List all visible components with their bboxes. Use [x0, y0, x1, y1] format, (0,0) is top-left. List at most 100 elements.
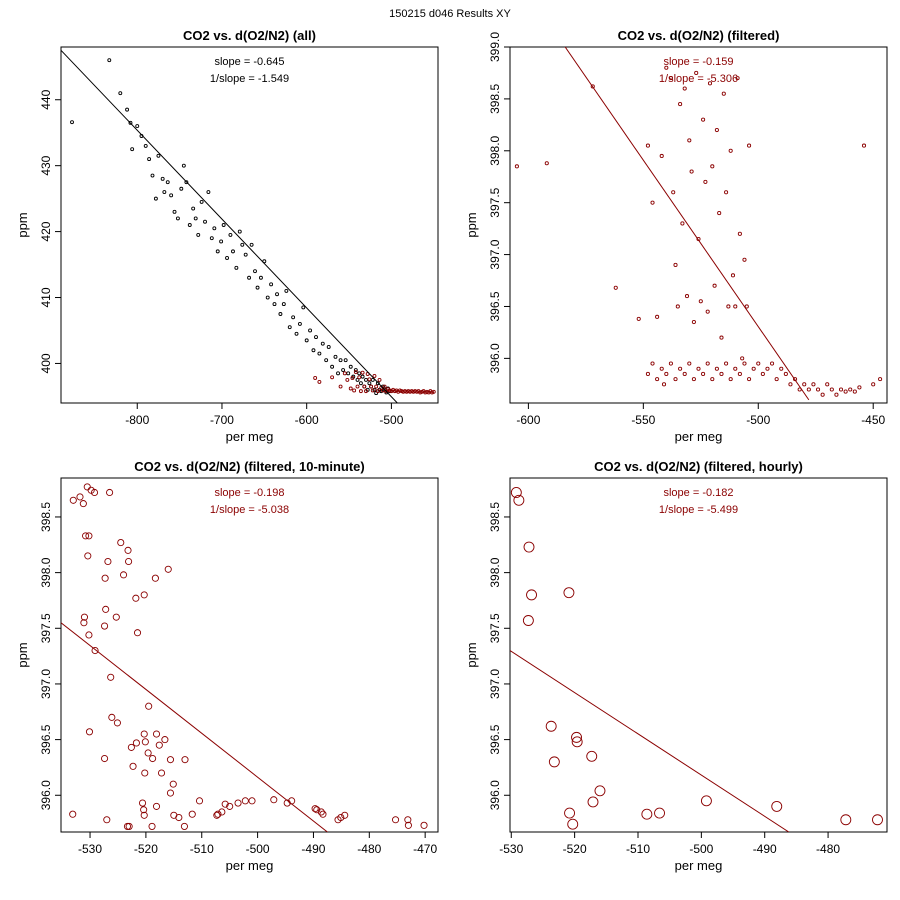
data-point: [338, 384, 343, 389]
data-point: [85, 532, 93, 540]
data-point: [671, 190, 676, 195]
data-point: [707, 81, 713, 86]
data-point: [747, 377, 752, 382]
data-point: [691, 377, 696, 382]
chart-panel-hourly: CO2 vs. d(O2/N2) (filtered, hourly) -530 -…: [464, 459, 888, 873]
data-point: [240, 242, 245, 247]
data-point: [108, 713, 116, 721]
y-tick-label: 398.0: [488, 135, 502, 165]
y-tick-label: 397.0: [39, 669, 53, 699]
data-point: [90, 488, 99, 497]
slope-annotation: slope = -0.159: [663, 56, 733, 68]
data-point: [107, 58, 112, 63]
data-point: [668, 361, 673, 366]
y-tick-label: 398.5: [488, 502, 502, 532]
y-tick-label: 400: [39, 353, 53, 373]
data-point: [788, 382, 793, 387]
x-tick-label: -550: [631, 413, 655, 427]
data-point: [101, 574, 109, 582]
data-point: [843, 389, 848, 394]
data-point: [209, 236, 214, 241]
x-tick-label: -510: [626, 842, 650, 856]
chart-title: CO2 vs. d(O2/N2) (all): [183, 28, 316, 43]
data-point: [129, 762, 137, 770]
data-point: [673, 262, 678, 268]
data-point: [691, 319, 696, 325]
y-axis-label: ppm: [15, 642, 30, 667]
data-point: [733, 366, 738, 371]
data-point: [320, 341, 325, 346]
data-point: [367, 381, 372, 386]
x-tick-label: -500: [379, 413, 403, 427]
data-point: [203, 219, 207, 224]
data-point: [694, 70, 699, 75]
data-point: [735, 76, 740, 81]
data-point: [311, 348, 316, 353]
data-point: [148, 822, 156, 830]
data-point: [364, 377, 368, 382]
data-point: [689, 169, 694, 174]
data-point: [544, 161, 549, 166]
data-point: [79, 500, 87, 508]
data-point: [166, 789, 175, 797]
data-point: [728, 377, 733, 382]
data-point: [272, 302, 277, 307]
fit-line: [510, 650, 790, 832]
data-point: [724, 361, 729, 366]
data-point: [696, 366, 701, 371]
chart-title: CO2 vs. d(O2/N2) (filtered, hourly): [594, 459, 803, 474]
data-point: [613, 285, 618, 290]
data-point: [152, 730, 161, 738]
data-point: [404, 816, 412, 824]
data-point: [69, 810, 77, 818]
data-point: [128, 120, 133, 125]
data-point: [326, 345, 331, 349]
data-point: [241, 797, 249, 805]
data-point: [712, 283, 717, 288]
data-point: [175, 216, 180, 221]
x-tick-label: -480: [357, 842, 381, 856]
data-point: [392, 816, 400, 824]
data-point: [811, 382, 816, 387]
y-tick-label: 396.0: [488, 780, 502, 810]
data-point: [314, 335, 318, 340]
data-point: [166, 756, 175, 764]
data-point: [319, 810, 327, 818]
data-point: [352, 388, 357, 393]
data-point: [153, 196, 158, 201]
data-point: [206, 190, 211, 194]
data-point: [141, 738, 149, 746]
data-point: [160, 176, 165, 181]
data-point: [103, 816, 111, 824]
data-point: [157, 769, 166, 777]
data-point: [771, 800, 783, 812]
figure-title: 150215 d046 Results XY: [389, 8, 511, 20]
data-point: [187, 223, 192, 227]
data-point: [294, 331, 299, 336]
data-point: [513, 494, 525, 506]
data-point: [164, 565, 172, 573]
data-point: [156, 153, 161, 158]
data-point: [151, 574, 159, 582]
data-point: [125, 822, 133, 830]
data-point: [120, 571, 128, 579]
data-point: [330, 375, 335, 380]
data-point: [705, 361, 710, 366]
data-point: [590, 84, 595, 89]
data-point: [675, 304, 680, 309]
data-point: [304, 338, 309, 343]
chart-title: CO2 vs. d(O2/N2) (filtered): [618, 28, 780, 43]
data-point: [124, 546, 132, 554]
data-point: [673, 377, 678, 382]
data-point: [703, 179, 708, 184]
data-point: [431, 389, 436, 394]
data-point: [221, 223, 226, 227]
data-point: [336, 371, 340, 376]
y-tick-label: 396.0: [39, 780, 53, 810]
x-tick-label: -470: [413, 842, 437, 856]
data-point: [377, 377, 382, 382]
x-tick-label: -800: [125, 413, 149, 427]
data-point: [571, 731, 582, 743]
data-point: [852, 389, 857, 394]
data-point: [341, 368, 346, 372]
